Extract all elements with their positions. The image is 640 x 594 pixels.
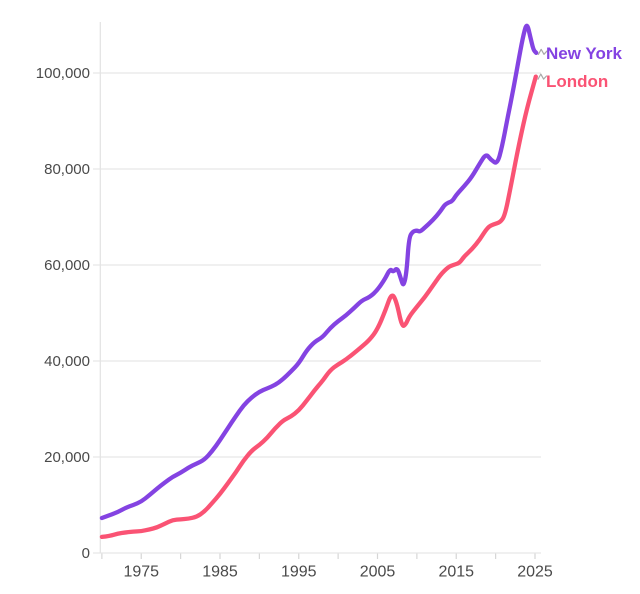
series-line-new-york — [99, 23, 539, 521]
y-tick-label: 60,000 — [44, 257, 90, 274]
series-label-london: London — [546, 72, 609, 91]
x-tick-label: 1985 — [202, 564, 238, 581]
x-tick-label: 1995 — [281, 564, 317, 581]
x-tick-label: 2015 — [438, 564, 474, 581]
y-tick-label: 0 — [82, 545, 90, 562]
series-line-london — [99, 74, 538, 540]
series-label-new-york: New York — [546, 44, 622, 63]
x-tick-label: 2025 — [517, 564, 553, 581]
x-tick-label: 1975 — [123, 564, 159, 581]
x-tick-label: 2005 — [360, 564, 396, 581]
y-tick-label: 40,000 — [44, 353, 90, 370]
label-connector — [537, 48, 548, 56]
y-tick-label: 100,000 — [36, 65, 90, 82]
y-tick-label: 20,000 — [44, 449, 90, 466]
y-tick-label: 80,000 — [44, 161, 90, 178]
label-connector — [537, 73, 548, 80]
